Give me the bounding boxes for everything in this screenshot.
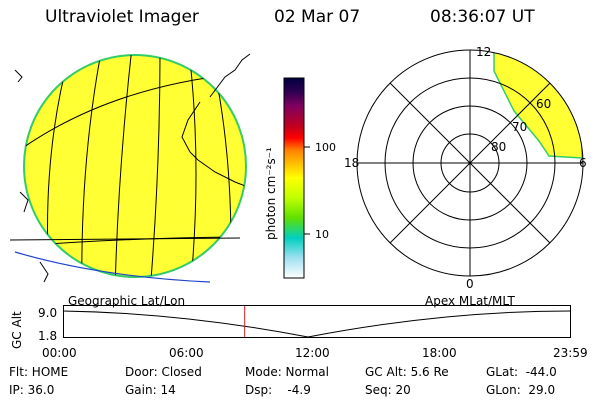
lat-label: 60 xyxy=(536,97,552,111)
info-gain: Gain: 14 xyxy=(125,383,176,397)
alt-x-tick: 06:00 xyxy=(169,346,204,360)
info-glat: GLat: -44.0 xyxy=(486,365,557,379)
meridian-line xyxy=(81,55,103,277)
alt-plot-frame xyxy=(63,305,571,338)
info-glon: GLon: 29.0 xyxy=(486,383,556,397)
meridian-line xyxy=(149,55,161,277)
alt-y-tick: 9.0 xyxy=(38,306,58,320)
info-gc-alt: GC Alt: 5.6 Re xyxy=(365,365,449,379)
limb-line xyxy=(14,251,211,283)
geo-disk xyxy=(23,54,247,278)
info-flt: Flt: HOME xyxy=(9,365,69,379)
alt-curve xyxy=(62,310,571,338)
mlt-label-bottom: 0 xyxy=(466,277,474,291)
alt-x-tick: 23:59 xyxy=(553,346,588,360)
colorbar-gradient xyxy=(283,77,305,279)
mlt-label-left: 18 xyxy=(344,156,360,170)
alt-y-tick: 1.8 xyxy=(38,329,58,343)
info-seq: Seq: 20 xyxy=(365,383,411,397)
lat-label: 70 xyxy=(512,120,528,134)
info-ip: IP: 36.0 xyxy=(9,383,55,397)
coastline xyxy=(209,53,251,98)
time-label: 08:36:07 UT xyxy=(430,7,535,27)
alt-x-tick: 12:00 xyxy=(295,346,330,360)
alt-x-tick: 18:00 xyxy=(422,346,457,360)
mlt-label-right: 6 xyxy=(579,156,587,170)
geo-map xyxy=(9,53,251,283)
coastline xyxy=(19,191,29,213)
polar-projection-label: Apex MLat/MLT xyxy=(425,294,515,308)
date-label: 02 Mar 07 xyxy=(274,7,361,27)
alt-plot xyxy=(62,305,571,338)
instrument-title: Ultraviolet Imager xyxy=(45,7,199,27)
coastline xyxy=(14,69,23,83)
info-dsp: Dsp: -4.9 xyxy=(245,383,311,397)
mlt-label-top: 12 xyxy=(476,45,492,59)
colorbar-unit-label: photon cm⁻²s⁻¹ xyxy=(264,147,278,240)
colorbar xyxy=(283,77,310,279)
alt-x-tick: 00:00 xyxy=(42,346,77,360)
geo-projection-label: Geographic Lat/Lon xyxy=(68,294,186,308)
lat-label: 80 xyxy=(491,140,507,154)
parallel-line xyxy=(9,237,241,241)
coastline xyxy=(181,101,246,188)
colorbar-tick-label: 100 xyxy=(315,141,336,154)
polar-plot xyxy=(356,49,584,277)
info-door: Door: Closed xyxy=(125,365,202,379)
info-mode: Mode: Normal xyxy=(245,365,329,379)
coastline xyxy=(39,261,49,283)
alt-axis-label: GC Alt xyxy=(10,311,24,349)
colorbar-tick-label: 10 xyxy=(315,228,329,241)
meridian-line xyxy=(114,55,133,277)
polar-spoke xyxy=(389,82,551,244)
